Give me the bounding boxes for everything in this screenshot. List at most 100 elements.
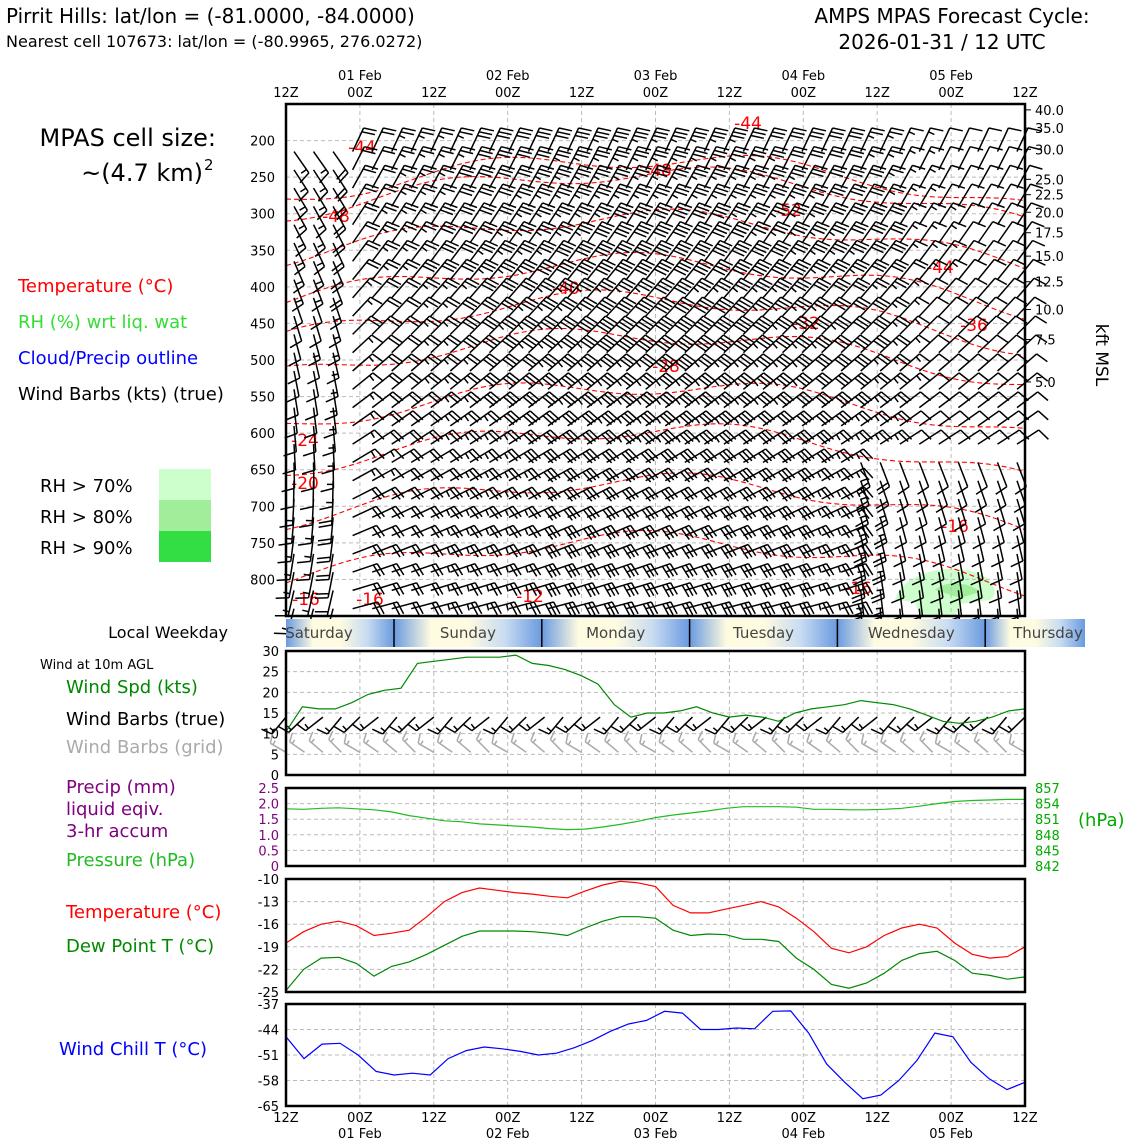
wind-barb (449, 410, 483, 427)
wind-barb (427, 716, 453, 735)
wind-barb (351, 127, 377, 152)
wind-barb (658, 732, 675, 753)
wind-barb (286, 370, 300, 403)
wind-barb (645, 353, 677, 372)
wind-barb (449, 145, 476, 171)
time-tick-top: 00Z (791, 86, 817, 101)
wind-barb (567, 410, 600, 427)
wind-barb (821, 372, 853, 390)
wind-barb (371, 164, 398, 189)
wind-barb (488, 334, 520, 354)
wind-barb (391, 164, 418, 189)
wind-barb (430, 334, 462, 354)
wind-barb (332, 187, 348, 221)
wind-barb (410, 145, 437, 171)
time-tick-top: 12Z (1012, 86, 1038, 101)
wind-barb (664, 258, 694, 281)
y-tick: -25 (258, 986, 279, 1001)
wind-barb (449, 448, 483, 464)
wind-barb (527, 183, 555, 207)
temp-legend-item: Temperature (°C) (65, 902, 221, 923)
date-label-top: 05 Feb (929, 69, 973, 84)
wind-barb (973, 731, 989, 753)
wind-barb (586, 372, 619, 390)
wind-barb (934, 498, 948, 532)
wind-barb (314, 571, 334, 599)
wind-barb (801, 277, 832, 299)
wind-barb (918, 296, 949, 317)
wind-barb (977, 372, 1010, 390)
wind-barb (723, 145, 749, 171)
time-tick-top: 12Z (717, 86, 743, 101)
wind-barb (352, 258, 382, 281)
time-tick-bottom: 12Z (421, 1111, 447, 1126)
panel-frame (284, 649, 1027, 777)
wind-barb (743, 582, 776, 598)
wind-barb (723, 202, 751, 226)
wind-barb (528, 410, 561, 427)
wind-barb (762, 429, 795, 445)
wind-barb (723, 353, 755, 372)
wind-barb (840, 183, 868, 207)
wind-barb (469, 277, 500, 299)
wind-barb (645, 486, 679, 502)
wind-barb (372, 601, 405, 616)
wind-barb (488, 391, 521, 409)
wind-barb (567, 277, 597, 299)
wind-barb (444, 716, 472, 734)
y-tick: 1.0 (258, 829, 279, 844)
wind-barb (371, 221, 400, 244)
wind-barb (684, 448, 717, 464)
wind-barb (410, 221, 439, 244)
wind-barb (645, 145, 671, 171)
wind-barb (860, 315, 891, 335)
wind-barb (723, 467, 757, 483)
wind-barb (430, 601, 463, 616)
wind-barb (645, 183, 673, 207)
pressure-axis-label: (hPa) (1078, 810, 1125, 831)
pressure-tick-right: 848 (1035, 829, 1060, 844)
wind-barb (469, 258, 499, 281)
wind-barb (330, 261, 344, 294)
wind-barb (684, 524, 718, 540)
wind-barb (666, 716, 694, 734)
wind-barb (957, 202, 986, 226)
wind-barb (410, 296, 441, 317)
y-tick: -37 (258, 998, 279, 1013)
wind-barb (762, 127, 788, 152)
wind-barb (625, 258, 655, 281)
y-tick: -13 (258, 896, 279, 911)
wind-barb (625, 221, 654, 244)
wind-barb (586, 277, 617, 299)
wind-barb (665, 524, 698, 540)
wind-barb (703, 410, 737, 427)
wind-barb (918, 391, 951, 409)
wind-barb (488, 145, 515, 171)
wind-barb (821, 467, 854, 482)
time-tick-bottom: 00Z (495, 1111, 521, 1126)
wind-barb (860, 296, 891, 317)
wind-barb (742, 164, 770, 189)
wind-barb (371, 277, 402, 299)
wind-barb (801, 505, 835, 520)
wind-barb (899, 372, 931, 390)
pressure-tick: 650 (250, 464, 275, 479)
weekday-name: Tuesday (732, 624, 794, 642)
wind-barb (528, 353, 560, 372)
wind-barb (371, 467, 405, 482)
wind-barb (625, 429, 659, 445)
wind-barb (318, 498, 334, 529)
wind-barb (309, 315, 322, 349)
wind-barb (821, 486, 854, 500)
isotherm-label: -28 (652, 357, 680, 377)
wind-barb (957, 277, 988, 299)
wind-barb (899, 202, 927, 226)
wind-barb (547, 164, 574, 189)
wind-barb (879, 391, 912, 409)
wind-barb (508, 239, 538, 262)
wind-barb (489, 601, 522, 616)
wind-barb (645, 582, 678, 598)
wind-barb (391, 601, 424, 616)
wind-barb (391, 183, 419, 207)
wind-barb (586, 164, 613, 189)
